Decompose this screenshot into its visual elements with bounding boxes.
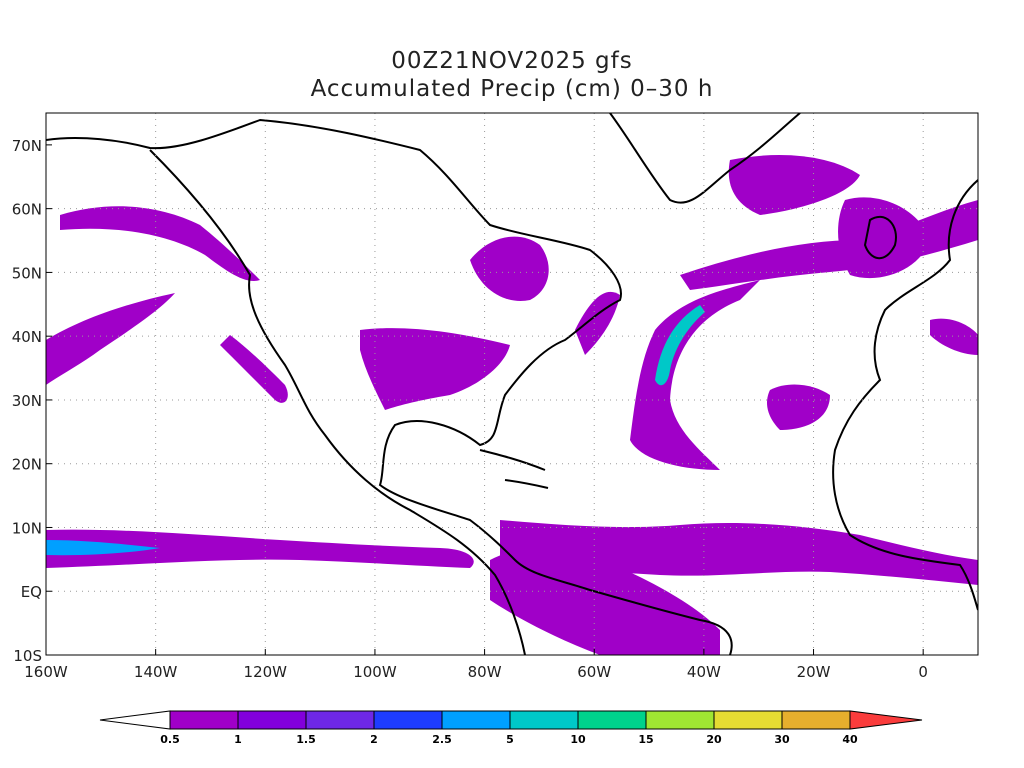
precip-area-itcz-pacific-core	[46, 540, 160, 556]
map-title-line2: Accumulated Precip (cm) 0–30 h	[310, 76, 714, 102]
colorbar-swatch	[645, 710, 715, 730]
precip-area-atlantic-front	[630, 280, 760, 470]
latitude-labels: 70N 60N 50N 40N 30N 20N 10N EQ 10S	[12, 137, 52, 665]
coastline-west-america	[149, 149, 526, 655]
longitude-labels: 160W 140W 120W 100W 80W 60W 40W 20W 0	[24, 649, 928, 681]
colorbar-swatch	[713, 710, 783, 730]
precip-area-south-america	[490, 545, 720, 655]
lat-label: 20N	[12, 456, 42, 474]
precip-area-iceland	[728, 155, 860, 215]
colorbar-swatch	[373, 710, 443, 730]
colorbar-high-arrow	[849, 710, 923, 730]
lon-label: 120W	[244, 663, 288, 681]
colorbar-label: 20	[706, 733, 722, 746]
colorbar-swatch	[169, 710, 239, 730]
colorbar-label: 2	[370, 733, 378, 746]
precip-area-mediterranean	[930, 318, 978, 355]
precip-layer	[46, 155, 978, 655]
lat-label: 40N	[12, 328, 42, 346]
colorbar-swatch	[509, 710, 579, 730]
coastline-uk	[863, 215, 897, 260]
coastlines	[46, 113, 978, 655]
colorbar-label: 30	[774, 733, 790, 746]
colorbar-low-arrow	[99, 710, 171, 730]
lon-label: 60W	[577, 663, 611, 681]
colorbar-label: 5	[506, 733, 514, 746]
precip-area-alaska-coast	[60, 206, 260, 281]
colorbar-label: 0.5	[160, 733, 180, 746]
lat-label: 10N	[12, 519, 42, 537]
colorbar-swatch	[441, 710, 511, 730]
map-graticule	[46, 113, 978, 655]
lon-label: 100W	[353, 663, 397, 681]
colorbar: 0.5 1 1.5 2 2.5 5 10 15 20 30 40	[99, 710, 923, 746]
lon-label: 80W	[468, 663, 502, 681]
precip-area-california	[220, 335, 288, 403]
map-title-line1: 00Z21NOV2025 gfs	[391, 48, 633, 74]
colorbar-swatch	[577, 710, 647, 730]
lon-label: 160W	[24, 663, 68, 681]
colorbar-label: 40	[842, 733, 858, 746]
colorbar-label: 1.5	[296, 733, 316, 746]
lat-label: 30N	[12, 392, 42, 410]
lon-label: 20W	[797, 663, 831, 681]
coastline-europe-africa	[832, 179, 978, 611]
lon-label: 0	[918, 663, 928, 681]
colorbar-swatch	[305, 710, 375, 730]
precip-area-itcz-pacific	[46, 529, 474, 568]
colorbar-label: 1	[234, 733, 242, 746]
lon-label: 140W	[134, 663, 178, 681]
precip-area-central-atlantic	[767, 384, 830, 430]
map-frame	[45, 112, 979, 656]
lat-label: EQ	[21, 583, 42, 601]
precip-area-atlantic-front-core	[655, 305, 705, 386]
precip-area-central-us	[360, 328, 510, 410]
lat-label: 10S	[13, 647, 42, 665]
colorbar-label: 2.5	[432, 733, 452, 746]
lon-label: 40W	[687, 663, 721, 681]
coastline-caribbean	[479, 449, 549, 489]
colorbar-swatch	[237, 710, 307, 730]
precip-area-gulf-stream	[575, 291, 620, 355]
precip-area-north-pacific	[46, 293, 175, 385]
precip-area-quebec	[470, 236, 549, 301]
coastline-greenland	[609, 113, 801, 204]
colorbar-label: 10	[570, 733, 586, 746]
colorbar-label: 15	[638, 733, 653, 746]
lat-label: 50N	[12, 264, 42, 282]
colorbar-swatch	[781, 710, 851, 730]
coastline-north-america	[46, 118, 733, 655]
precip-area-uk	[838, 197, 930, 279]
lat-label: 60N	[12, 201, 42, 219]
lat-label: 70N	[12, 137, 42, 155]
precip-area-north-atlantic	[680, 200, 978, 290]
